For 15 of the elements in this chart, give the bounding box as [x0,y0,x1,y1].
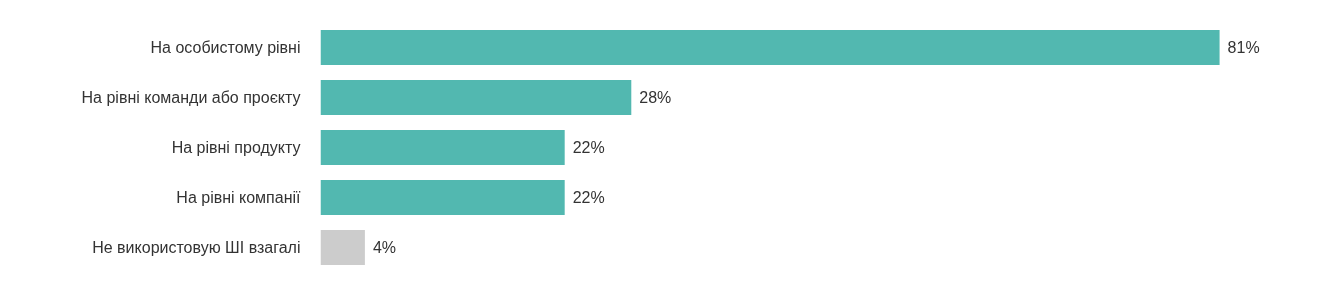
bar [320,80,632,115]
bar [320,30,1220,65]
y-tick-label: На рівні команди або проєкту [81,89,301,106]
data-label: 28% [639,89,672,106]
bar [320,180,565,215]
y-tick-label: На рівні продукту [171,139,301,156]
data-label: 81% [1227,39,1260,56]
y-tick-label: Не використовую ШІ взагалі [92,239,301,256]
data-label: 4% [372,239,397,256]
bar [320,130,565,165]
y-tick-label: На рівні компанії [176,189,302,206]
data-label: 22% [572,139,605,156]
bar [320,230,365,265]
data-label: 22% [572,189,605,206]
y-tick-label: На особистому рівні [150,39,301,56]
